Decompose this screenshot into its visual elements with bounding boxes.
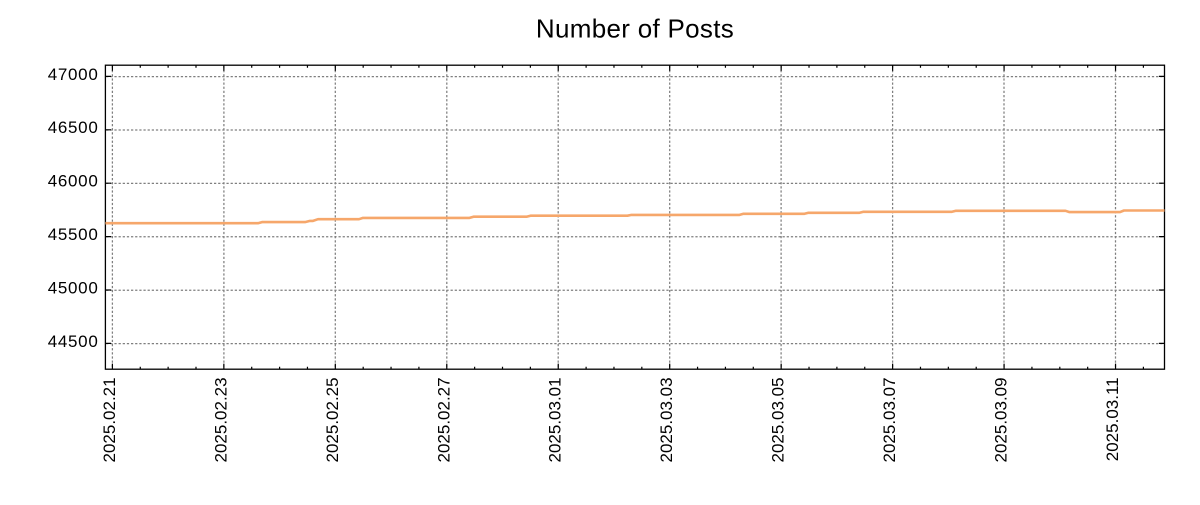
svg-text:44500: 44500 [48, 332, 99, 351]
svg-text:2025.03.09: 2025.03.09 [992, 377, 1011, 462]
svg-text:Number of Posts: Number of Posts [536, 14, 734, 44]
svg-text:2025.02.27: 2025.02.27 [434, 377, 453, 462]
svg-text:2025.03.03: 2025.03.03 [657, 377, 676, 462]
svg-text:2025.03.01: 2025.03.01 [546, 377, 565, 462]
svg-text:2025.02.25: 2025.02.25 [323, 377, 342, 462]
svg-text:46500: 46500 [48, 118, 99, 137]
svg-text:45500: 45500 [48, 225, 99, 244]
svg-text:2025.03.11: 2025.03.11 [1103, 377, 1122, 461]
svg-text:2025.03.07: 2025.03.07 [880, 377, 899, 462]
svg-text:2025.03.05: 2025.03.05 [769, 377, 788, 462]
svg-text:45000: 45000 [48, 278, 99, 297]
svg-text:2025.02.23: 2025.02.23 [211, 377, 230, 462]
svg-text:2025.02.21: 2025.02.21 [100, 377, 119, 462]
svg-text:47000: 47000 [48, 65, 99, 84]
svg-text:46000: 46000 [48, 172, 99, 191]
